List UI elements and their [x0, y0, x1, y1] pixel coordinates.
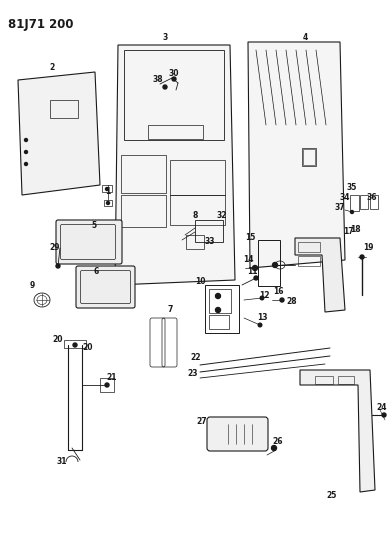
Circle shape — [350, 211, 353, 214]
Circle shape — [260, 296, 264, 300]
Polygon shape — [248, 42, 345, 268]
Polygon shape — [115, 45, 235, 285]
Text: 1: 1 — [106, 188, 111, 197]
Circle shape — [280, 298, 284, 302]
Text: 19: 19 — [363, 244, 373, 253]
Bar — [50, 100, 78, 118]
Circle shape — [215, 294, 221, 298]
Text: 36: 36 — [367, 193, 377, 203]
Circle shape — [172, 77, 176, 81]
Circle shape — [254, 276, 258, 280]
Circle shape — [73, 343, 77, 347]
Bar — [303, 149, 315, 165]
Bar — [370, 195, 378, 209]
Polygon shape — [18, 72, 100, 195]
Text: 34: 34 — [340, 193, 350, 203]
Text: 26: 26 — [273, 438, 283, 447]
Text: 4: 4 — [302, 34, 308, 43]
Polygon shape — [295, 238, 345, 312]
Text: 31: 31 — [57, 457, 67, 466]
Circle shape — [25, 163, 27, 166]
Text: 2: 2 — [49, 63, 55, 72]
Bar — [124, 50, 224, 140]
Text: 7: 7 — [167, 305, 173, 314]
Text: 81J71 200: 81J71 200 — [8, 18, 74, 31]
Text: 20: 20 — [53, 335, 63, 344]
Text: 16: 16 — [273, 287, 283, 296]
Bar — [121, 195, 166, 227]
Bar — [148, 125, 203, 139]
Text: 29: 29 — [50, 244, 60, 253]
Text: 38: 38 — [153, 76, 163, 85]
Circle shape — [25, 150, 27, 154]
Text: 30: 30 — [169, 69, 179, 78]
Bar — [205, 285, 239, 333]
Text: 28: 28 — [287, 297, 297, 306]
Bar — [315, 376, 333, 384]
Text: 20: 20 — [83, 343, 93, 352]
Text: 10: 10 — [195, 278, 205, 287]
Bar — [186, 235, 204, 249]
FancyBboxPatch shape — [76, 266, 135, 308]
Text: 8: 8 — [192, 211, 198, 220]
Text: 22: 22 — [191, 353, 201, 362]
Text: 15: 15 — [245, 233, 255, 243]
Bar — [302, 148, 316, 166]
Circle shape — [56, 264, 60, 268]
Circle shape — [106, 201, 109, 205]
Circle shape — [253, 265, 258, 271]
Circle shape — [271, 446, 276, 450]
Text: 12: 12 — [259, 290, 269, 300]
Bar — [350, 195, 359, 211]
Bar — [258, 240, 280, 286]
Circle shape — [258, 323, 262, 327]
Bar — [298, 242, 320, 252]
Circle shape — [105, 383, 109, 387]
Text: 32: 32 — [217, 211, 227, 220]
Text: 33: 33 — [205, 238, 215, 246]
Circle shape — [163, 85, 167, 89]
Bar — [338, 376, 354, 384]
Bar — [209, 289, 231, 313]
Text: 18: 18 — [350, 225, 361, 235]
Text: 23: 23 — [188, 369, 198, 378]
Text: 25: 25 — [327, 490, 337, 499]
Bar — [170, 195, 225, 225]
FancyBboxPatch shape — [56, 220, 122, 264]
Bar — [195, 220, 223, 242]
Text: 3: 3 — [162, 34, 168, 43]
Bar — [121, 155, 166, 193]
Text: 5: 5 — [91, 222, 97, 230]
Circle shape — [273, 262, 278, 268]
Text: 24: 24 — [377, 403, 387, 413]
Bar — [209, 315, 229, 329]
Circle shape — [25, 139, 27, 141]
Bar — [64, 340, 86, 348]
Text: 9: 9 — [29, 280, 35, 289]
Bar — [170, 160, 225, 195]
Polygon shape — [300, 370, 375, 492]
Circle shape — [360, 255, 364, 259]
Text: 14: 14 — [243, 255, 253, 264]
Circle shape — [215, 308, 221, 312]
Text: 27: 27 — [197, 417, 207, 426]
Bar — [100, 378, 114, 392]
Bar — [102, 185, 112, 192]
Text: 17: 17 — [343, 228, 353, 237]
Text: 13: 13 — [257, 313, 267, 322]
Text: 6: 6 — [93, 268, 99, 277]
Bar — [360, 195, 368, 209]
Text: 21: 21 — [107, 374, 117, 383]
Bar — [104, 200, 112, 206]
Circle shape — [382, 413, 386, 417]
Circle shape — [106, 188, 108, 190]
FancyBboxPatch shape — [207, 417, 268, 451]
Text: 11: 11 — [247, 268, 257, 277]
Text: 37: 37 — [335, 204, 345, 213]
Text: 35: 35 — [347, 183, 357, 192]
Bar — [298, 256, 320, 266]
